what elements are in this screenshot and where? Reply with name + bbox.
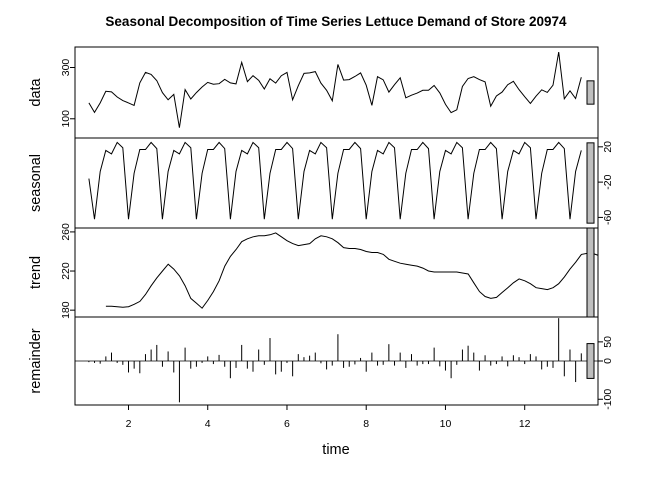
y-tick-label-trend: 260 xyxy=(60,223,72,241)
chart-title: Seasonal Decomposition of Time Series Le… xyxy=(105,14,567,29)
panels-group: 100 300 data -60 -20 20 seasonal 180 220 260 trend… xyxy=(28,46,614,410)
y-tick-label-data: 300 xyxy=(60,59,72,77)
range-bar-data xyxy=(586,80,595,105)
y-tick-label-trend: 180 xyxy=(60,301,72,319)
x-tick-label: 2 xyxy=(126,418,132,430)
x-tick-label: 10 xyxy=(440,418,452,430)
y-tick-label-trend: 220 xyxy=(60,262,72,280)
x-tick-label: 6 xyxy=(284,418,290,430)
series-line-seasonal xyxy=(88,141,582,220)
panel-trend: 180 220 260 trend xyxy=(28,223,599,319)
panel-seasonal: -60 -20 20 seasonal xyxy=(28,137,614,229)
y-tick-label-remainder: 0 xyxy=(602,358,614,364)
y-axis-label-remainder: remainder xyxy=(28,328,44,393)
y-tick-label-data: 100 xyxy=(60,110,72,128)
range-bar-trend xyxy=(586,227,595,318)
panel-remainder: -100 0 50 remainder xyxy=(28,316,614,410)
y-tick-label-remainder: 50 xyxy=(602,336,614,348)
y-tick-label-remainder: -100 xyxy=(602,389,614,410)
y-axis-label-trend: trend xyxy=(28,256,44,289)
y-tick-label-seasonal: 20 xyxy=(602,141,614,153)
range-bar-remainder xyxy=(586,343,595,379)
series-line-data xyxy=(88,52,582,128)
x-axis-label: time xyxy=(322,442,349,458)
y-axis-label-seasonal: seasonal xyxy=(28,154,44,212)
range-bar-seasonal xyxy=(586,142,595,224)
x-axis: 2 4 6 8 10 12 xyxy=(126,405,531,430)
y-tick-label-seasonal: -20 xyxy=(602,174,614,189)
x-tick-label: 8 xyxy=(363,418,369,430)
series-line-trend xyxy=(105,232,599,309)
panel-data: 100 300 data xyxy=(28,46,599,139)
panel-frame-data xyxy=(74,46,599,139)
x-tick-label: 12 xyxy=(519,418,531,430)
x-tick-label: 4 xyxy=(205,418,211,430)
y-tick-label-seasonal: -60 xyxy=(602,210,614,225)
y-axis-label-data: data xyxy=(28,77,44,106)
